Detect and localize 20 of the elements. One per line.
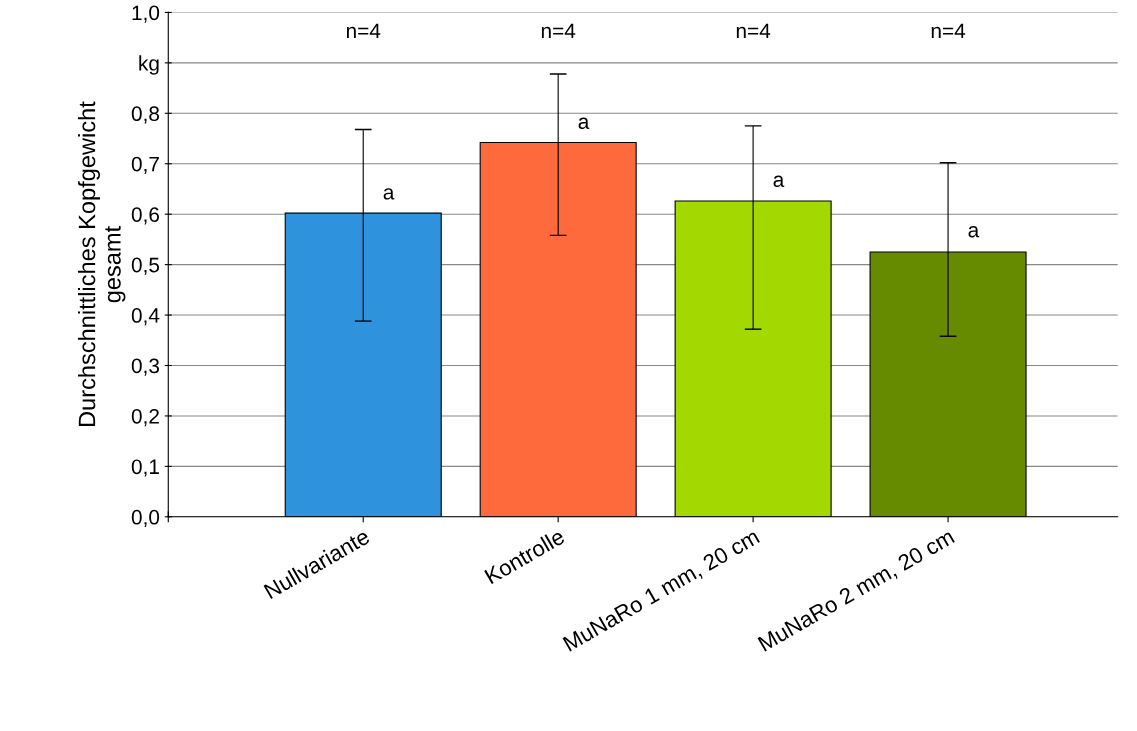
annotation: a [578, 117, 590, 129]
y-tick-label: 0,1 [131, 459, 159, 477]
y-tick-label: 1,0 [132, 5, 160, 23]
annotation: n=4 [736, 23, 771, 38]
y-tick-label: 0,3 [131, 358, 160, 376]
y-tick-label: 0,0 [131, 509, 160, 528]
y-tick-label: 0,7 [131, 156, 159, 174]
y-tick-label: kg [139, 55, 159, 75]
y-tick-label: 0,2 [131, 408, 159, 427]
annotation: a [383, 188, 395, 200]
y-tick-label: 0,5 [131, 257, 160, 275]
y-axis-title: Durchschnittliches Kopfgewicht gesamt [77, 101, 126, 427]
annotation: a [968, 226, 980, 238]
annotation: n=4 [931, 23, 966, 38]
annotation: a [773, 175, 785, 187]
annotation: n=4 [346, 23, 381, 38]
y-tick-label: 0,4 [131, 308, 160, 326]
annotation: n=4 [541, 23, 576, 38]
y-tick-label: 0,8 [131, 106, 160, 124]
y-tick-label: 0,6 [131, 207, 160, 225]
